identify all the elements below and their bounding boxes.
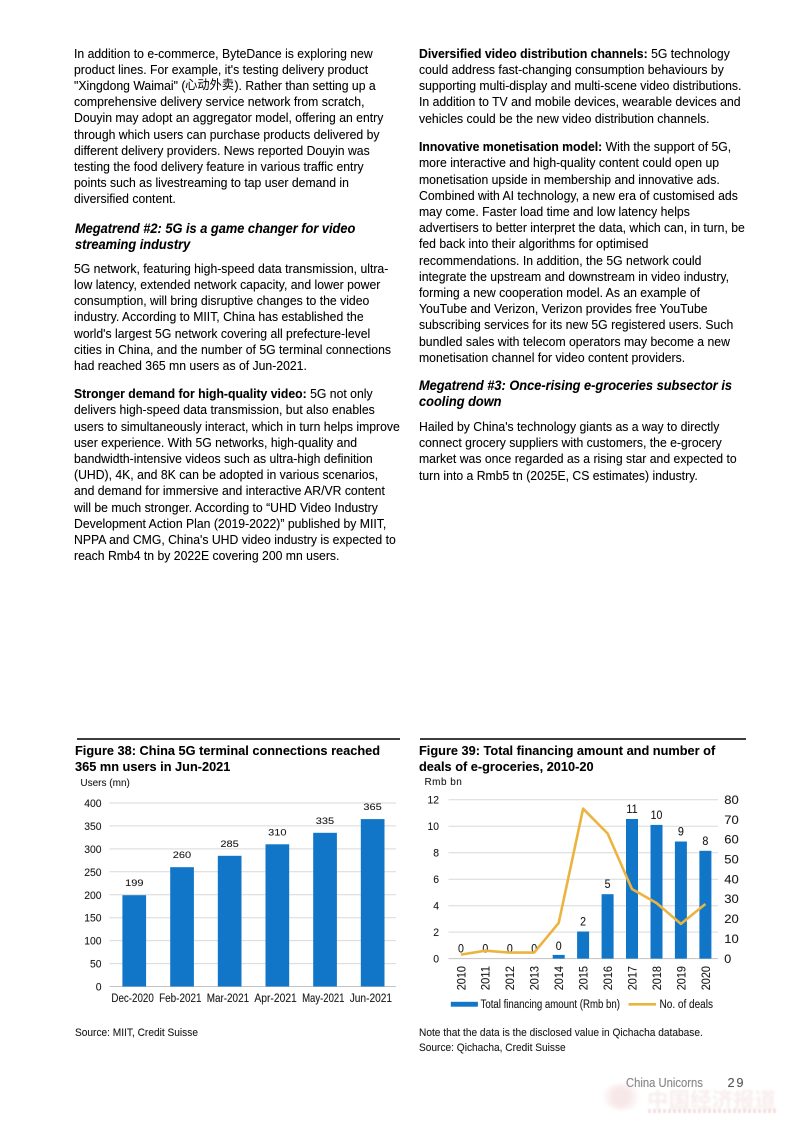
svg-text:2019: 2019 [674,966,688,990]
svg-text:0: 0 [507,941,513,955]
svg-text:285: 285 [220,839,238,850]
svg-text:20: 20 [724,912,739,926]
svg-text:310: 310 [268,827,286,838]
svg-text:4: 4 [433,901,439,913]
svg-text:0: 0 [458,941,464,955]
svg-text:100: 100 [84,936,101,948]
svg-text:May-2021: May-2021 [302,991,344,1005]
svg-text:0: 0 [433,954,439,966]
svg-text:2: 2 [433,927,439,939]
svg-text:2015: 2015 [577,966,591,990]
svg-text:50: 50 [90,959,102,971]
svg-text:Mar-2021: Mar-2021 [207,991,249,1005]
svg-text:0: 0 [531,941,537,955]
svg-text:0: 0 [556,939,562,953]
svg-text:Apr-2021: Apr-2021 [254,991,296,1005]
svg-text:50: 50 [724,853,739,867]
svg-text:No. of deals: No. of deals [660,999,714,1011]
svg-text:260: 260 [173,850,191,861]
svg-text:0: 0 [724,952,731,966]
svg-text:150: 150 [84,913,101,925]
svg-text:200: 200 [84,890,101,902]
svg-text:2020: 2020 [699,966,713,990]
svg-text:2010: 2010 [454,966,468,990]
svg-text:250: 250 [84,867,101,879]
svg-text:60: 60 [724,833,739,847]
svg-text:2018: 2018 [650,966,664,990]
svg-text:350: 350 [84,821,101,833]
svg-text:2012: 2012 [503,966,517,990]
svg-text:0: 0 [96,982,102,994]
svg-text:6: 6 [433,874,439,886]
svg-text:199: 199 [125,878,143,889]
svg-text:335: 335 [316,816,334,827]
svg-text:80: 80 [724,795,739,807]
svg-text:11: 11 [626,802,637,816]
svg-text:5: 5 [605,877,611,891]
svg-text:40: 40 [724,872,739,886]
svg-text:2: 2 [580,915,586,929]
svg-text:9: 9 [678,825,684,839]
svg-text:2013: 2013 [528,966,542,990]
svg-text:Total financing amount (Rmb bn: Total financing amount (Rmb bn) [481,999,621,1011]
svg-text:8: 8 [702,834,708,848]
svg-text:2014: 2014 [552,966,566,990]
svg-text:Dec-2020: Dec-2020 [111,991,153,1005]
svg-text:12: 12 [428,795,440,807]
svg-text:8: 8 [433,848,439,860]
svg-text:10: 10 [428,821,440,833]
svg-text:10: 10 [724,932,739,946]
svg-text:2016: 2016 [601,966,615,990]
svg-text:365: 365 [363,802,381,813]
svg-text:0: 0 [482,941,488,955]
svg-text:Feb-2021: Feb-2021 [159,991,201,1005]
svg-text:70: 70 [724,813,739,827]
svg-text:2017: 2017 [625,966,639,990]
svg-text:10: 10 [651,808,663,822]
svg-text:300: 300 [84,844,101,856]
svg-text:Jun-2021: Jun-2021 [350,991,392,1005]
svg-text:2011: 2011 [479,966,493,990]
svg-text:30: 30 [724,892,739,906]
svg-text:400: 400 [84,798,101,810]
